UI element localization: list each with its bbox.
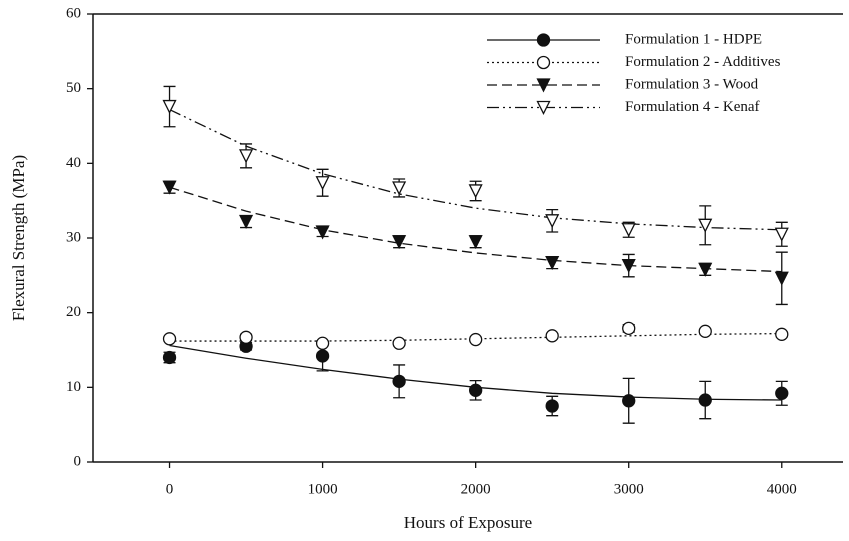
y-tick-label: 10: [66, 379, 81, 395]
legend-marker: [536, 55, 551, 70]
marker: [162, 332, 177, 346]
x-tick-label: 0: [166, 481, 174, 497]
legend-label: Formulation 2 - Additives: [625, 54, 781, 70]
y-tick-label: 0: [74, 453, 82, 469]
marker: [315, 176, 330, 191]
legend-label: Formulation 1 - HDPE: [625, 31, 762, 47]
y-tick-label: 50: [66, 80, 81, 96]
x-axis-title: Hours of Exposure: [404, 513, 532, 532]
legend-label: Formulation 4 - Kenaf: [625, 99, 760, 115]
marker: [162, 350, 177, 365]
marker: [239, 149, 254, 164]
marker: [775, 327, 789, 341]
marker: [698, 324, 712, 338]
marker: [545, 214, 560, 229]
marker: [392, 235, 407, 250]
marker: [468, 235, 483, 250]
marker: [239, 330, 253, 344]
fit-line: [169, 186, 782, 273]
marker: [239, 214, 254, 230]
legend-marker: [536, 78, 551, 93]
y-tick-label: 60: [66, 5, 81, 21]
x-tick-label: 4000: [767, 481, 797, 497]
marker: [621, 223, 636, 238]
marker: [162, 99, 177, 115]
marker: [774, 227, 789, 242]
marker: [468, 184, 483, 199]
marker: [162, 180, 177, 195]
marker: [315, 349, 330, 363]
marker: [392, 374, 406, 389]
fit-line: [169, 108, 782, 231]
marker: [392, 181, 407, 196]
marker: [698, 262, 713, 277]
marker: [775, 386, 789, 400]
x-tick-label: 1000: [308, 481, 338, 497]
marker: [698, 393, 712, 407]
marker: [774, 271, 789, 286]
marker: [392, 336, 406, 350]
marker: [622, 321, 636, 335]
x-tick-label: 3000: [614, 481, 644, 497]
marker: [469, 332, 483, 347]
legend-marker: [536, 100, 551, 115]
legend-label: Formulation 3 - Wood: [625, 76, 759, 92]
legend-marker: [536, 33, 551, 47]
marker: [698, 218, 713, 233]
y-tick-label: 30: [66, 229, 81, 245]
marker: [545, 399, 559, 413]
marker: [545, 255, 560, 271]
marker: [622, 394, 636, 408]
marker: [315, 336, 330, 350]
marker: [315, 225, 330, 240]
marker: [545, 329, 559, 343]
marker: [469, 383, 483, 397]
y-tick-label: 40: [66, 155, 81, 171]
y-axis-title: Flexural Strength (MPa): [9, 155, 28, 321]
y-tick-label: 20: [66, 304, 81, 320]
x-tick-label: 2000: [461, 481, 491, 497]
marker: [621, 258, 636, 274]
